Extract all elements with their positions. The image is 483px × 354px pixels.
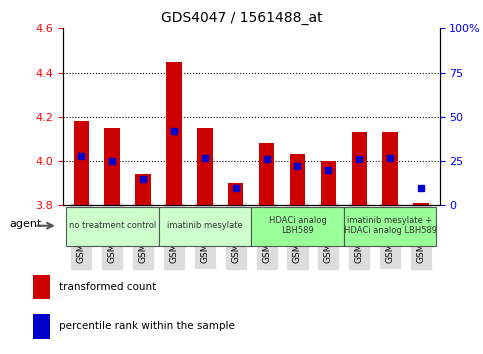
Text: GDS4047 / 1561488_at: GDS4047 / 1561488_at	[161, 11, 322, 25]
Bar	[197, 128, 213, 205]
Bar	[166, 62, 182, 205]
Text: imatinib mesylate: imatinib mesylate	[167, 221, 243, 230]
FancyBboxPatch shape	[66, 207, 158, 246]
Text: imatinib mesylate +
HDACi analog LBH589: imatinib mesylate + HDACi analog LBH589	[343, 216, 437, 235]
Bar	[259, 143, 274, 205]
FancyBboxPatch shape	[251, 207, 344, 246]
Text: no treatment control: no treatment control	[69, 221, 156, 230]
Bar	[321, 161, 336, 205]
Bar	[33, 275, 50, 299]
Bar	[33, 314, 50, 339]
Bar	[290, 154, 305, 205]
Bar	[104, 128, 120, 205]
Bar	[135, 175, 151, 205]
Text: transformed count: transformed count	[59, 281, 156, 292]
Bar	[383, 132, 398, 205]
FancyBboxPatch shape	[158, 207, 251, 246]
Text: HDACi analog
LBH589: HDACi analog LBH589	[269, 216, 327, 235]
Bar	[413, 203, 429, 205]
Bar	[352, 132, 367, 205]
Bar	[73, 121, 89, 205]
Text: percentile rank within the sample: percentile rank within the sample	[59, 321, 235, 331]
Bar	[228, 183, 243, 205]
FancyBboxPatch shape	[344, 207, 437, 246]
Text: agent: agent	[10, 219, 42, 229]
